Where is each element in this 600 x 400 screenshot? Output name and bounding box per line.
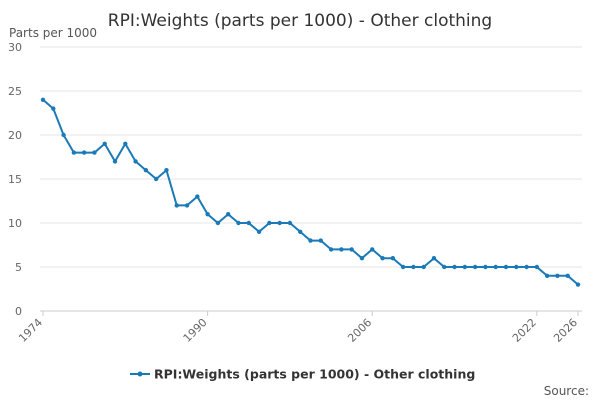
legend-label: RPI:Weights (parts per 1000) - Other clo… (154, 367, 475, 382)
data-point-2022[interactable] (534, 264, 540, 270)
x-tick-label-2026: 2026 (551, 316, 580, 345)
data-point-1975[interactable] (51, 106, 56, 111)
data-point-1998[interactable] (287, 220, 293, 226)
data-point-2017[interactable] (483, 264, 488, 270)
data-point-1986[interactable] (164, 168, 169, 173)
data-point-1976[interactable] (61, 132, 66, 138)
data-point-2011[interactable] (421, 264, 426, 270)
data-point-1977[interactable] (71, 150, 77, 155)
y-tick-label-25: 25 (8, 85, 22, 98)
x-tick-label-2006: 2006 (345, 316, 374, 345)
data-point-2021[interactable] (524, 264, 529, 270)
data-point-1985[interactable] (153, 176, 159, 182)
data-point-2015[interactable] (462, 264, 468, 270)
y-axis-unit-label: Parts per 1000 (9, 26, 97, 40)
grid-lines (40, 46, 582, 312)
data-point-2002[interactable] (328, 247, 334, 252)
data-point-1995[interactable] (256, 229, 262, 234)
data-point-2020[interactable] (514, 264, 519, 270)
y-tick-label-5: 5 (15, 261, 22, 274)
data-point-2023[interactable] (544, 273, 550, 278)
data-point-1991[interactable] (215, 220, 221, 226)
data-point-1979[interactable] (92, 150, 97, 155)
data-point-2006[interactable] (370, 247, 375, 252)
legend[interactable]: RPI:Weights (parts per 1000) - Other clo… (130, 367, 475, 382)
data-point-2007[interactable] (380, 256, 385, 261)
data-point-2018[interactable] (493, 264, 498, 270)
data-point-1992[interactable] (225, 212, 231, 217)
data-point-1980[interactable] (102, 141, 107, 146)
series-line-0 (42, 99, 579, 286)
data-point-1981[interactable] (112, 159, 118, 164)
data-point-1974[interactable] (40, 97, 46, 103)
y-tick-label-0: 0 (15, 305, 22, 318)
data-point-2008[interactable] (390, 256, 396, 261)
data-point-2012[interactable] (431, 256, 437, 261)
data-point-1997[interactable] (277, 220, 282, 226)
data-point-2000[interactable] (308, 238, 313, 243)
data-point-2004[interactable] (349, 247, 354, 252)
data-point-2024[interactable] (555, 273, 560, 278)
data-point-2026[interactable] (575, 282, 581, 287)
data-point-1990[interactable] (205, 212, 210, 217)
data-point-1999[interactable] (298, 229, 303, 234)
data-point-2001[interactable] (318, 238, 323, 243)
data-point-1988[interactable] (184, 203, 190, 208)
x-tick-label-1990: 1990 (181, 316, 210, 345)
x-tick-label-1974: 1974 (16, 316, 45, 345)
data-point-2019[interactable] (503, 264, 509, 270)
x-axis: 1974 1990 2006 2022 2026 (16, 310, 582, 345)
data-point-2025[interactable] (565, 273, 570, 278)
data-point-2014[interactable] (452, 264, 457, 270)
legend-swatch-marker (137, 371, 143, 377)
data-point-1993[interactable] (236, 220, 241, 226)
y-tick-label-10: 10 (8, 217, 22, 230)
data-point-2005[interactable] (359, 256, 365, 261)
y-tick-label-20: 20 (8, 129, 22, 142)
y-tick-labels: 0 5 10 15 20 25 30 (8, 41, 22, 318)
data-point-2016[interactable] (472, 264, 478, 270)
data-point-2003[interactable] (339, 247, 344, 252)
source-label: Source: (544, 384, 589, 398)
data-point-1978[interactable] (81, 150, 87, 155)
chart-title: RPI:Weights (parts per 1000) - Other clo… (108, 11, 492, 31)
x-tick-label-2022: 2022 (510, 316, 539, 345)
data-point-1994[interactable] (246, 220, 251, 226)
data-point-2009[interactable] (400, 264, 406, 270)
data-point-2010[interactable] (411, 264, 416, 270)
data-point-1983[interactable] (133, 159, 138, 164)
data-point-1989[interactable] (195, 194, 200, 199)
data-point-1982[interactable] (123, 141, 128, 146)
data-point-2013[interactable] (442, 264, 447, 270)
data-point-1984[interactable] (143, 168, 149, 173)
y-tick-label-15: 15 (8, 173, 22, 186)
y-tick-label-30: 30 (8, 41, 22, 54)
series-layer (40, 97, 581, 287)
data-point-1996[interactable] (267, 220, 272, 226)
data-point-1987[interactable] (174, 203, 179, 208)
